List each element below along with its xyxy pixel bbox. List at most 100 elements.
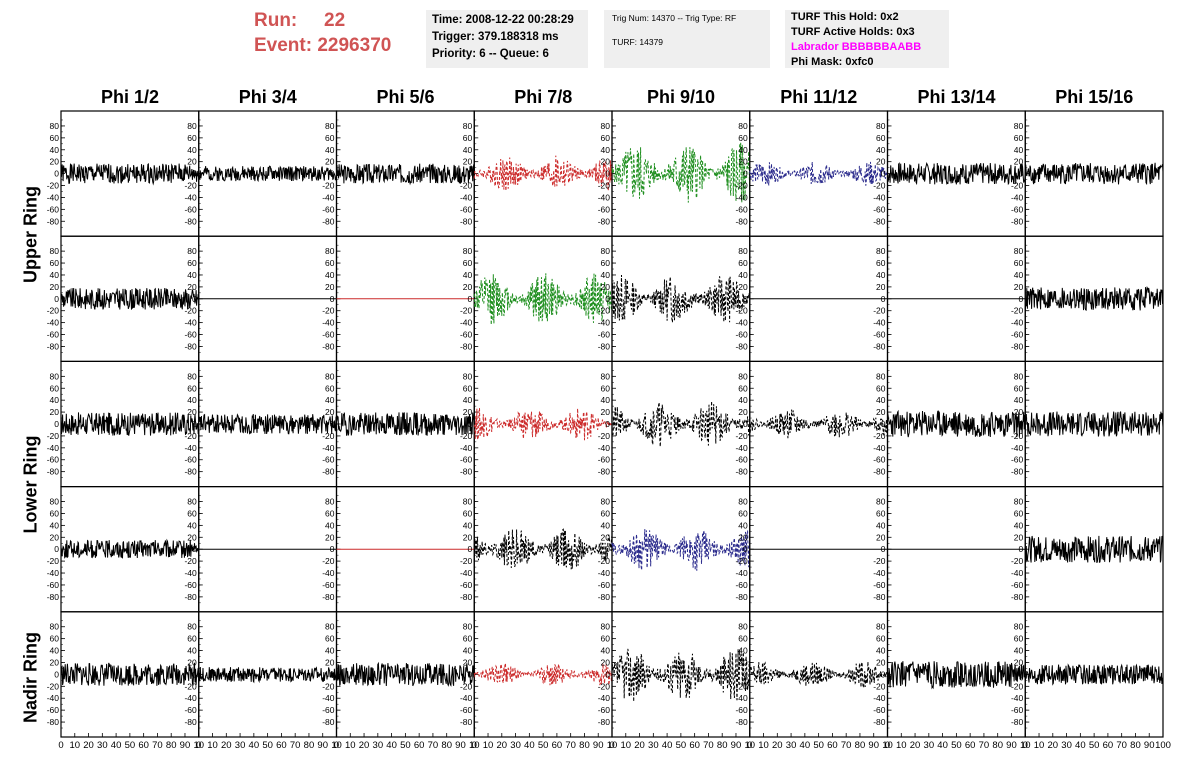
y-tick-label: 60 <box>463 634 473 644</box>
waveform-trace <box>887 161 1026 186</box>
y-tick-label: 0 <box>605 169 610 179</box>
y-tick-label: -20 <box>184 181 197 191</box>
y-tick-label: -20 <box>460 306 473 316</box>
y-tick-label: -80 <box>322 717 335 727</box>
y-tick-label: 80 <box>463 246 473 256</box>
y-tick-label: -40 <box>322 318 335 328</box>
y-tick-label: 80 <box>187 497 197 507</box>
column-title: Phi 7/8 <box>514 87 573 107</box>
y-tick-label: 60 <box>463 133 473 143</box>
y-tick-label: 40 <box>463 395 473 405</box>
waveform-trace <box>198 165 337 183</box>
y-tick-label: 0 <box>743 669 748 679</box>
x-tick-label: 70 <box>979 740 990 751</box>
y-tick-label: -80 <box>47 216 60 226</box>
y-tick-label: -40 <box>184 443 197 453</box>
x-tick-label: 50 <box>813 740 824 751</box>
x-tick-label: 0 <box>609 740 614 751</box>
x-tick-label: 20 <box>359 740 370 751</box>
y-tick-label: 80 <box>1014 622 1024 632</box>
x-tick-label: 60 <box>552 740 563 751</box>
y-tick-label: 0 <box>605 544 610 554</box>
y-tick-label: 80 <box>187 622 197 632</box>
y-tick-label: -60 <box>873 204 886 214</box>
turf-this-hold-text: TURF This Hold: 0x2 <box>791 11 899 23</box>
y-tick-label: 80 <box>187 121 197 131</box>
y-tick-label: 60 <box>50 383 60 393</box>
y-tick-label: 20 <box>738 157 748 167</box>
y-tick-label: 20 <box>601 532 611 542</box>
y-tick-label: 0 <box>605 419 610 429</box>
y-tick-label: 60 <box>876 133 886 143</box>
y-tick-label: 40 <box>187 520 197 530</box>
y-tick-label: 0 <box>605 669 610 679</box>
y-tick-label: -60 <box>735 204 748 214</box>
y-tick-label: 80 <box>601 246 611 256</box>
phi-mask-text: Phi Mask: 0xfc0 <box>791 56 874 68</box>
y-tick-label: -60 <box>322 204 335 214</box>
y-tick-label: 40 <box>50 520 60 530</box>
y-tick-label: 40 <box>325 270 335 280</box>
cell-frame <box>60 486 200 613</box>
y-tick-label: -80 <box>873 717 886 727</box>
x-tick-label: 0 <box>334 740 339 751</box>
y-tick-label: -40 <box>322 693 335 703</box>
y-tick-label: 20 <box>463 407 473 417</box>
y-tick-label: -80 <box>735 216 748 226</box>
waveform-trace <box>473 528 613 570</box>
y-tick-label: -80 <box>460 341 473 351</box>
y-tick-label: -40 <box>460 693 473 703</box>
y-tick-label: -60 <box>1011 204 1024 214</box>
y-tick-label: 0 <box>743 294 748 304</box>
waveform-trace <box>198 666 337 684</box>
y-tick-label: -40 <box>873 443 886 453</box>
y-tick-label: 60 <box>601 133 611 143</box>
waveform-trace <box>749 161 888 186</box>
y-tick-label: 60 <box>187 133 197 143</box>
x-tick-label: 30 <box>1061 740 1072 751</box>
y-tick-label: 80 <box>1014 371 1024 381</box>
y-tick-label: -80 <box>184 592 197 602</box>
y-tick-label: 0 <box>881 169 886 179</box>
y-tick-label: 80 <box>738 121 748 131</box>
y-tick-label: 60 <box>1014 133 1024 143</box>
labrador-text: Labrador BBBBBBAABB <box>791 41 922 53</box>
x-tick-label: 30 <box>97 740 108 751</box>
y-tick-label: 80 <box>50 371 60 381</box>
waveform-trace <box>1024 286 1164 311</box>
event-value: 2296370 <box>317 35 392 56</box>
y-tick-label: -40 <box>1011 443 1024 453</box>
x-tick-label: 20 <box>1048 740 1059 751</box>
y-tick-label: 80 <box>325 121 335 131</box>
y-tick-label: -60 <box>460 580 473 590</box>
y-tick-label: -80 <box>735 467 748 477</box>
y-tick-label: 60 <box>187 634 197 644</box>
y-tick-label: 60 <box>325 634 335 644</box>
y-tick-label: -80 <box>873 216 886 226</box>
y-tick-label: 40 <box>876 270 886 280</box>
x-tick-label: 40 <box>800 740 811 751</box>
run-value: 22 <box>324 10 346 31</box>
y-tick-label: 40 <box>876 646 886 656</box>
waveform-trace <box>1024 162 1164 186</box>
y-tick-label: -40 <box>322 192 335 202</box>
trig-panel: Trig Num: 14370 -- Trig Type: RF TURF: 1… <box>604 10 770 68</box>
y-tick-label: -20 <box>460 431 473 441</box>
x-tick-label: 0 <box>885 740 890 751</box>
y-tick-label: 20 <box>187 282 197 292</box>
x-tick-label: 40 <box>111 740 122 751</box>
y-tick-label: -60 <box>47 330 60 340</box>
y-tick-label: -60 <box>735 580 748 590</box>
waveform-trace <box>611 401 751 447</box>
y-tick-label: -60 <box>460 330 473 340</box>
y-tick-label: 80 <box>325 371 335 381</box>
y-tick-label: -40 <box>47 693 60 703</box>
turf-panel: TURF This Hold: 0x2 TURF Active Holds: 0… <box>785 10 949 68</box>
y-tick-label: 0 <box>192 294 197 304</box>
y-tick-label: -60 <box>873 455 886 465</box>
y-tick-label: 20 <box>738 407 748 417</box>
x-tick-label: 10 <box>607 740 618 751</box>
y-tick-label: 60 <box>50 133 60 143</box>
y-tick-label: 80 <box>187 371 197 381</box>
y-tick-label: -80 <box>47 467 60 477</box>
